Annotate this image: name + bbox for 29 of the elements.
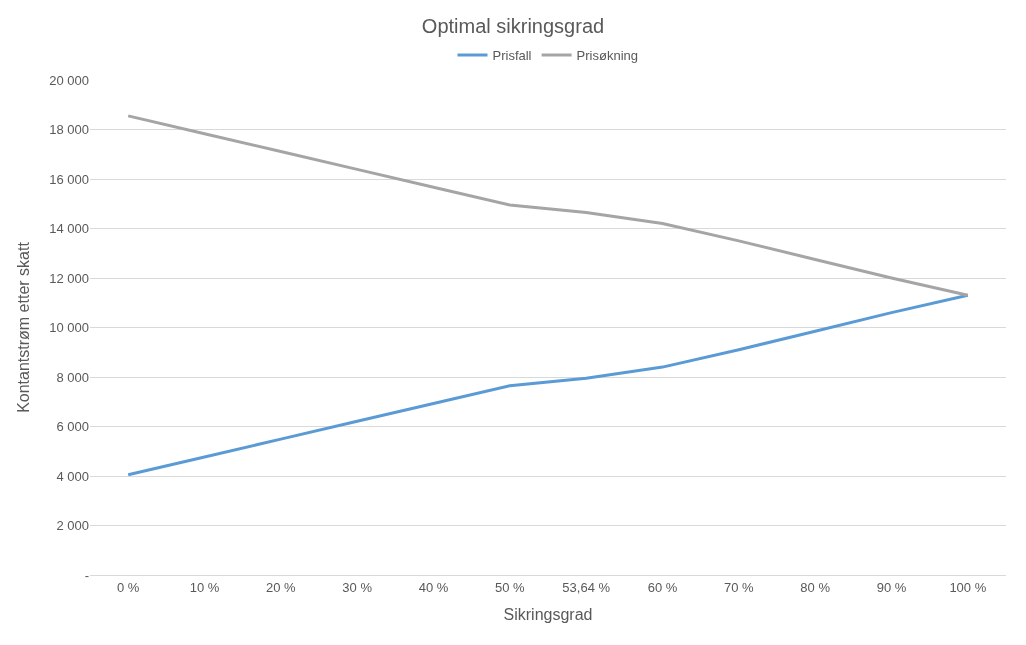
chart-title: Optimal sikringsgrad xyxy=(421,15,605,38)
x-tick-label: 50 % xyxy=(495,579,526,595)
y-tick-label: 12 000 xyxy=(49,270,89,286)
y-tick-label: 16 000 xyxy=(49,171,89,187)
x-tick-label: 40 % xyxy=(418,579,449,595)
x-tick-label: 53,64 % xyxy=(562,579,611,595)
x-tick-label: 60 % xyxy=(647,579,678,595)
x-tick-label: 30 % xyxy=(342,579,373,595)
y-tick-label: 2 000 xyxy=(56,518,89,534)
y-tick-label: 6 000 xyxy=(56,419,89,435)
y-tick-label: - xyxy=(84,567,89,583)
x-tick-label: 0 % xyxy=(116,579,140,595)
x-tick-label: 100 % xyxy=(949,579,987,595)
legend-label: Prisfall xyxy=(492,48,532,64)
x-axis-title: Sikringsgrad xyxy=(503,606,593,624)
y-tick-label: 4 000 xyxy=(56,468,89,484)
y-tick-label: 8 000 xyxy=(56,369,89,385)
line-series xyxy=(126,114,970,297)
x-tick-label: 10 % xyxy=(189,579,220,595)
y-tick-label: 18 000 xyxy=(49,122,89,138)
y-axis-title: Kontantstrøm etter skatt xyxy=(15,241,33,413)
x-tick-label: 80 % xyxy=(800,579,831,595)
y-tick-label: 10 000 xyxy=(49,320,89,336)
y-tick-label: 14 000 xyxy=(49,221,89,237)
legend-label: Prisøkning xyxy=(576,48,639,64)
x-tick-label: 90 % xyxy=(876,579,907,595)
x-tick-label: 20 % xyxy=(266,579,297,595)
x-tick-label: 70 % xyxy=(724,579,755,595)
y-tick-label: 20 000 xyxy=(49,72,89,88)
